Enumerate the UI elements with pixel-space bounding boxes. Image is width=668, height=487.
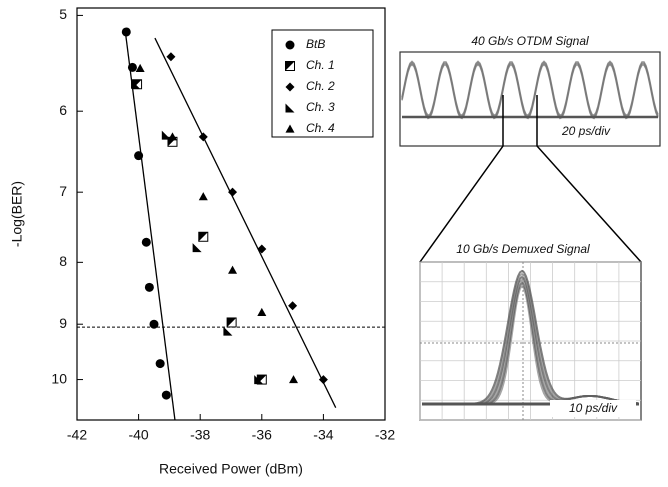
point xyxy=(257,308,266,316)
point xyxy=(168,132,177,140)
point xyxy=(199,132,208,141)
point xyxy=(145,283,154,292)
point xyxy=(142,238,151,247)
point xyxy=(199,192,208,200)
inset-scale: 10 ps/div xyxy=(569,401,618,415)
y-tick-label: 7 xyxy=(59,183,67,199)
point xyxy=(134,151,143,160)
inset-title: 10 Gb/s Demuxed Signal xyxy=(456,242,590,256)
point xyxy=(128,63,137,72)
point xyxy=(228,266,237,274)
point xyxy=(288,301,297,310)
point xyxy=(162,391,171,400)
legend-label: Ch. 1 xyxy=(306,58,335,72)
y-tick-label: 10 xyxy=(51,370,67,386)
x-axis-label: Received Power (dBm) xyxy=(159,461,303,477)
point xyxy=(150,320,159,329)
y-tick-label: 5 xyxy=(59,6,67,22)
point xyxy=(122,27,131,36)
fit-line xyxy=(125,32,175,420)
point xyxy=(257,245,266,254)
y-axis-label: -Log(BER) xyxy=(9,181,25,247)
x-tick-label: -38 xyxy=(190,427,210,443)
y-tick-label: 6 xyxy=(59,102,67,118)
legend-label: Ch. 4 xyxy=(306,121,335,135)
inset-scale: 20 ps/div xyxy=(561,124,611,138)
legend-label: Ch. 2 xyxy=(306,79,335,93)
inset-title: 40 Gb/s OTDM Signal xyxy=(471,34,589,48)
point xyxy=(166,52,175,61)
x-tick-label: -36 xyxy=(252,427,272,443)
x-tick-label: -42 xyxy=(67,427,87,443)
point xyxy=(199,232,208,241)
figure: Received Power (dBm) -Log(BER) 40 Gb/s O… xyxy=(0,0,668,487)
legend-label: BtB xyxy=(306,37,325,51)
point xyxy=(156,359,165,368)
point xyxy=(223,327,232,336)
point xyxy=(286,62,295,71)
point xyxy=(286,41,295,50)
point xyxy=(136,64,145,72)
point xyxy=(193,243,202,252)
y-tick-label: 8 xyxy=(59,253,67,269)
point xyxy=(227,318,236,327)
point xyxy=(289,375,298,383)
x-tick-label: -40 xyxy=(128,427,148,443)
legend-label: Ch. 3 xyxy=(306,100,335,114)
x-tick-label: -34 xyxy=(313,427,333,443)
y-tick-label: 9 xyxy=(59,315,67,331)
x-tick-label: -32 xyxy=(375,427,395,443)
